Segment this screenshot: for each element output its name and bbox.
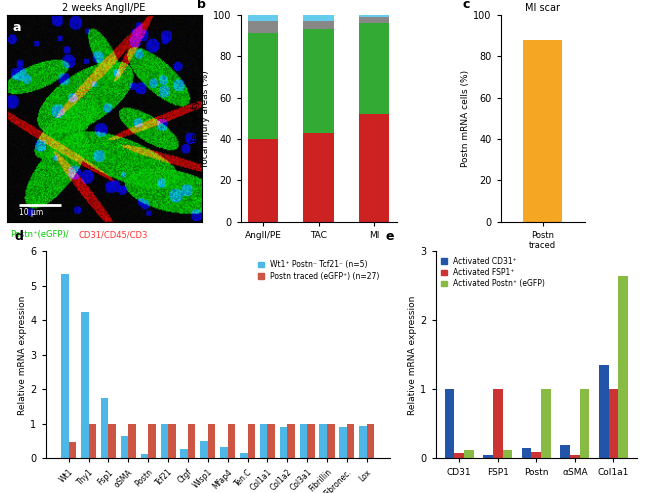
Bar [300, 424, 307, 458]
Title: Sorted from
MI scar: Sorted from MI scar [514, 0, 571, 13]
Bar [303, 133, 334, 222]
Bar [61, 274, 69, 458]
Bar [367, 424, 374, 458]
Bar [208, 424, 215, 458]
Bar [161, 424, 168, 458]
Text: e: e [385, 230, 394, 243]
Y-axis label: Postn mRNA cells (%): Postn mRNA cells (%) [462, 70, 471, 167]
Bar [359, 15, 389, 17]
Bar [140, 455, 148, 458]
Bar [280, 427, 287, 458]
Bar [248, 139, 278, 222]
Bar [148, 424, 156, 458]
Bar [248, 424, 255, 458]
Text: a: a [12, 21, 21, 34]
Bar [227, 424, 235, 458]
Bar [618, 276, 628, 458]
Bar [532, 452, 541, 458]
Bar [121, 436, 128, 458]
Bar [181, 449, 188, 458]
Bar [327, 424, 335, 458]
Bar [109, 424, 116, 458]
Bar [188, 424, 196, 458]
Bar [483, 455, 493, 458]
Bar [454, 453, 464, 458]
Bar [303, 21, 334, 29]
Bar [81, 312, 88, 458]
Bar [168, 424, 176, 458]
Bar [320, 424, 327, 458]
Bar [101, 398, 109, 458]
Bar [359, 114, 389, 222]
Bar [493, 389, 502, 458]
Bar [88, 424, 96, 458]
Legend: Wt1⁺ Postn⁻ Tcf21⁻ (n=5), Postn traced (eGFP⁺) (n=27): Wt1⁺ Postn⁻ Tcf21⁻ (n=5), Postn traced (… [255, 257, 383, 284]
Title: 2 weeks AngII/PE: 2 weeks AngII/PE [62, 2, 146, 13]
Bar [200, 441, 208, 458]
Text: d: d [14, 230, 23, 243]
Bar [570, 455, 580, 458]
Bar [445, 389, 454, 458]
Bar [608, 389, 618, 458]
Bar [69, 442, 76, 458]
Text: 10 μm: 10 μm [19, 208, 43, 217]
Bar [248, 15, 278, 21]
Bar [267, 424, 275, 458]
Bar [303, 15, 334, 21]
Bar [502, 450, 512, 458]
Bar [260, 424, 267, 458]
Bar [599, 365, 608, 458]
Bar [339, 427, 347, 458]
Bar [541, 389, 551, 458]
Bar [303, 29, 334, 133]
Bar [287, 424, 295, 458]
Bar [240, 454, 248, 458]
Bar [248, 34, 278, 139]
Bar [128, 424, 136, 458]
Y-axis label: Relative mRNA expression: Relative mRNA expression [18, 295, 27, 415]
Text: Postn⁺(eGFP)/: Postn⁺(eGFP)/ [10, 230, 69, 239]
Bar [359, 17, 389, 23]
Text: b: b [197, 0, 205, 11]
Y-axis label: Nuclei cell-type in
focal injury areas (%): Nuclei cell-type in focal injury areas (… [191, 70, 211, 167]
Bar [523, 39, 562, 222]
Bar [560, 445, 570, 458]
Bar [359, 425, 367, 458]
Bar [522, 448, 532, 458]
Bar [359, 23, 389, 114]
Bar [464, 450, 474, 458]
Bar [248, 21, 278, 34]
Legend: Activated CD31⁺, Activated FSP1⁺, Activated Postn⁺ (eGFP): Activated CD31⁺, Activated FSP1⁺, Activa… [439, 255, 547, 290]
Bar [307, 424, 315, 458]
Bar [220, 447, 228, 458]
Y-axis label: Relative mRNA expression: Relative mRNA expression [408, 295, 417, 415]
Text: CD31/CD45/CD3: CD31/CD45/CD3 [79, 230, 148, 239]
Bar [347, 424, 354, 458]
Bar [580, 389, 590, 458]
Text: c: c [463, 0, 470, 11]
